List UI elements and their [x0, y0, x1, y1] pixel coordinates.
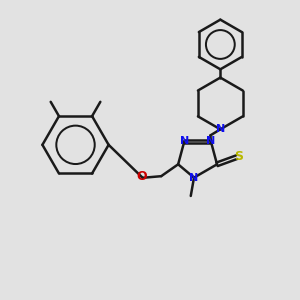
Text: N: N: [189, 172, 199, 183]
Text: N: N: [206, 136, 215, 146]
Text: N: N: [180, 136, 189, 146]
Text: N: N: [216, 124, 225, 134]
Text: S: S: [234, 150, 243, 163]
Text: O: O: [136, 170, 147, 183]
